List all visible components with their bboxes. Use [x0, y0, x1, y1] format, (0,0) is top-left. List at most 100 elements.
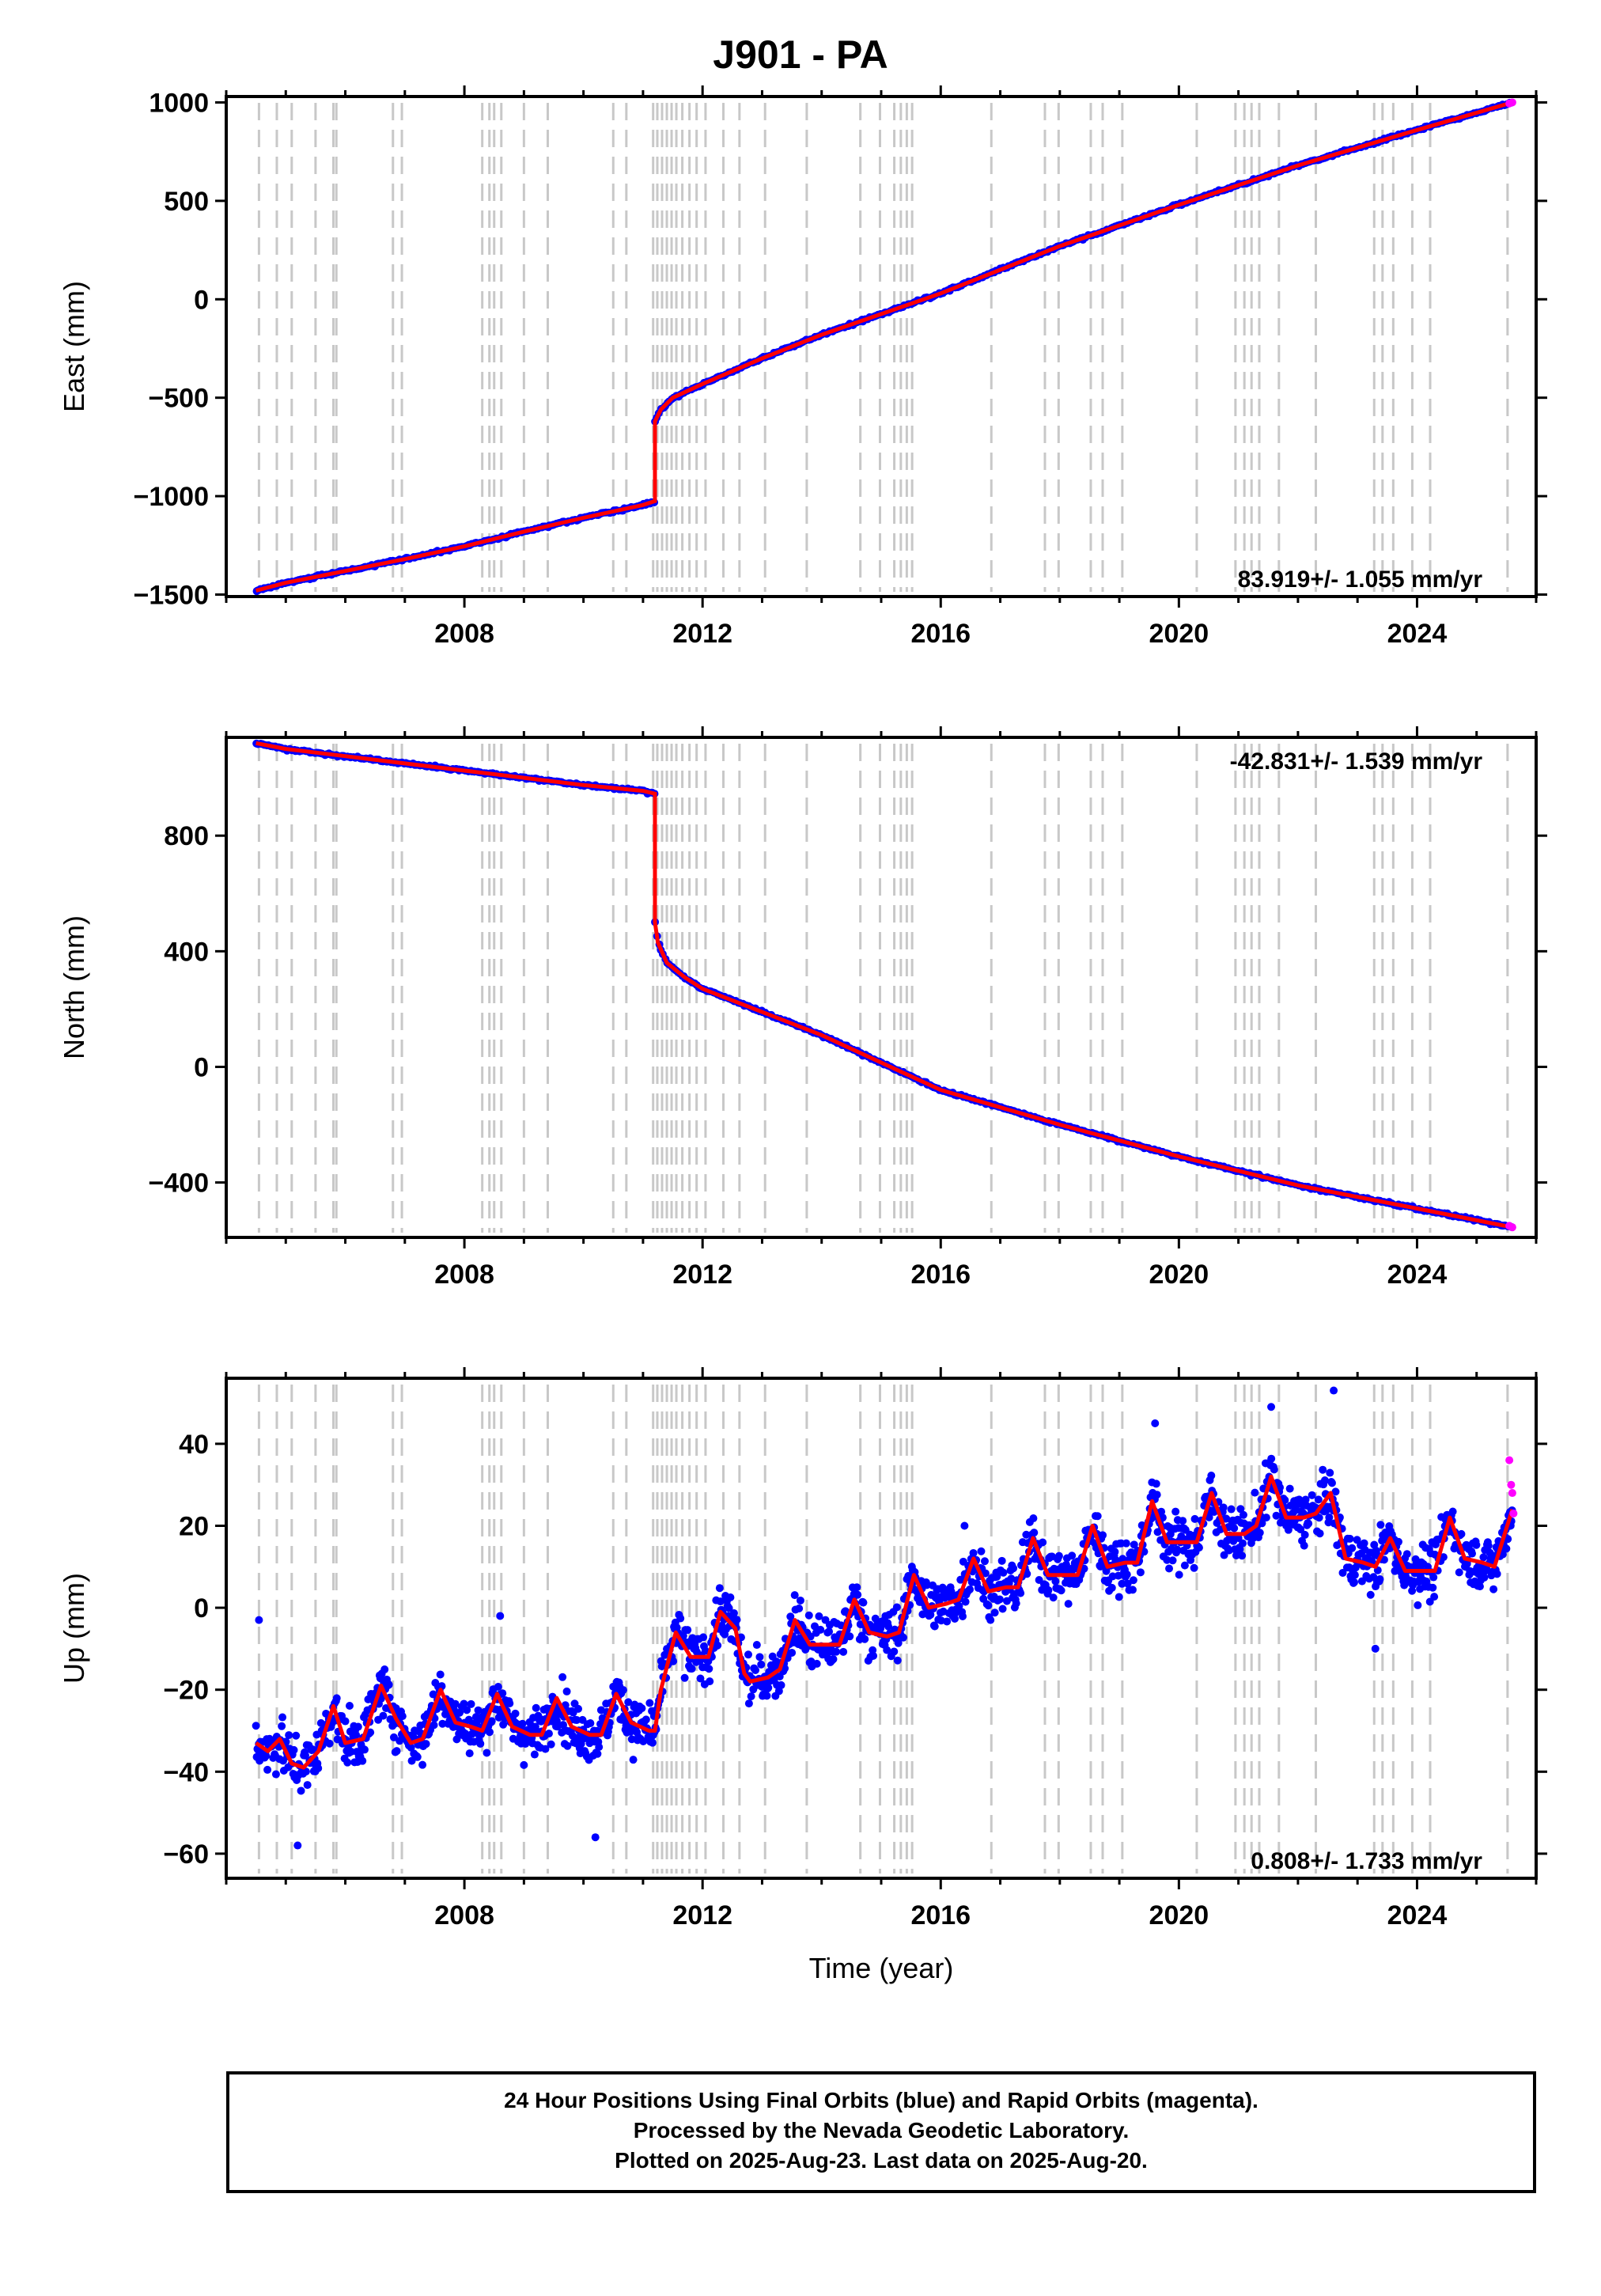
data-point [1194, 1544, 1203, 1552]
footer-line-1: 24 Hour Positions Using Final Orbits (bl… [504, 2088, 1258, 2112]
data-point [301, 1751, 309, 1760]
data-point [861, 1635, 869, 1643]
data-point [1093, 1512, 1102, 1521]
data-point [774, 1687, 783, 1695]
data-point [804, 1611, 813, 1620]
data-point [777, 1680, 785, 1689]
data-point [547, 1740, 555, 1749]
data-point [1165, 1564, 1174, 1573]
data-point [619, 1686, 627, 1695]
data-point [1163, 1555, 1171, 1564]
x-tick-label: 2024 [1387, 1900, 1448, 1930]
data-point [1238, 1552, 1247, 1560]
data-point [713, 1641, 722, 1650]
data-point [1272, 1511, 1281, 1520]
data-point [755, 1653, 764, 1661]
y-axis-label: East (mm) [58, 281, 90, 412]
data-point [683, 1626, 692, 1635]
data-point [899, 1633, 908, 1642]
data-point [1455, 1568, 1463, 1577]
data-point [1118, 1579, 1126, 1588]
y-tick-label: −400 [148, 1169, 209, 1199]
data-point [1366, 1590, 1375, 1599]
data-point [573, 1715, 581, 1724]
data-point [1152, 1491, 1161, 1499]
data-point [997, 1556, 1006, 1565]
data-point [752, 1641, 761, 1650]
data-point [1239, 1539, 1247, 1548]
data-point [1267, 1454, 1276, 1463]
data-point [993, 1572, 1001, 1581]
data-point [1057, 1586, 1065, 1595]
data-point [977, 1547, 986, 1555]
data-point [467, 1699, 475, 1708]
data-point [1480, 1573, 1489, 1582]
data-point [732, 1616, 741, 1624]
data-point [1325, 1513, 1334, 1521]
y-tick-label: −500 [148, 384, 209, 414]
chart-up: 2008 2012 2016 2020 2024 −60 −40 −20 0 20 40 Up (mm… [58, 1367, 1547, 1984]
data-point [747, 1692, 755, 1701]
x-tick-label: 2016 [910, 1900, 971, 1930]
data-point [476, 1739, 485, 1748]
data-point [1175, 1570, 1183, 1579]
data-point [1327, 1479, 1336, 1487]
data-point [869, 1651, 878, 1660]
data-point [407, 1743, 415, 1752]
data-point [1502, 1544, 1511, 1553]
y-tick-label: 500 [164, 187, 209, 217]
data-point [407, 1756, 416, 1765]
y-tick-label: 800 [164, 821, 209, 851]
data-point [436, 1670, 445, 1679]
data-point [494, 1683, 502, 1692]
data-point [541, 1745, 550, 1753]
data-point [853, 1590, 862, 1599]
y-tick-label: 0 [194, 285, 209, 315]
data-point [314, 1764, 323, 1772]
data-point [1475, 1582, 1484, 1591]
x-tick-label: 2012 [672, 1260, 732, 1290]
data-point [520, 1760, 528, 1769]
data-point [1009, 1564, 1018, 1573]
data-point [1107, 1583, 1116, 1592]
data-point [292, 1731, 301, 1740]
data-point [1180, 1561, 1189, 1570]
data-point [456, 1708, 464, 1717]
data-point [392, 1747, 401, 1756]
data-point [955, 1601, 963, 1610]
data-point [846, 1632, 854, 1641]
y-tick-label: 400 [164, 937, 209, 967]
data-point [676, 1614, 685, 1623]
x-tick-label: 2012 [672, 619, 732, 649]
data-point [1479, 1553, 1488, 1562]
x-tick-label: 2020 [1149, 1900, 1209, 1930]
data-point [1504, 1535, 1512, 1544]
data-point [1468, 1549, 1477, 1558]
data-point [699, 1633, 708, 1642]
data-point [1258, 1519, 1266, 1528]
data-point [1408, 1586, 1417, 1595]
data-point [1270, 1465, 1278, 1474]
data-point [951, 1614, 959, 1623]
y-tick-label: 0 [194, 1052, 209, 1082]
data-point [1326, 1468, 1334, 1477]
outlier-point [591, 1833, 600, 1842]
data-point [574, 1704, 583, 1713]
data-point [981, 1569, 990, 1578]
data-point [790, 1591, 799, 1600]
data-point [1168, 1556, 1177, 1565]
y-tick-label: −20 [163, 1676, 209, 1706]
plot-area [252, 739, 1516, 1233]
data-point [956, 1575, 965, 1584]
data-point [430, 1721, 438, 1730]
data-point [262, 1752, 271, 1760]
data-point [1255, 1529, 1264, 1537]
data-point [1457, 1529, 1466, 1538]
data-point [483, 1749, 491, 1757]
data-point [1315, 1529, 1324, 1538]
data-point [725, 1604, 733, 1612]
data-point [1108, 1572, 1117, 1581]
data-point [687, 1665, 696, 1673]
data-point [645, 1699, 654, 1707]
data-point [1114, 1571, 1122, 1580]
